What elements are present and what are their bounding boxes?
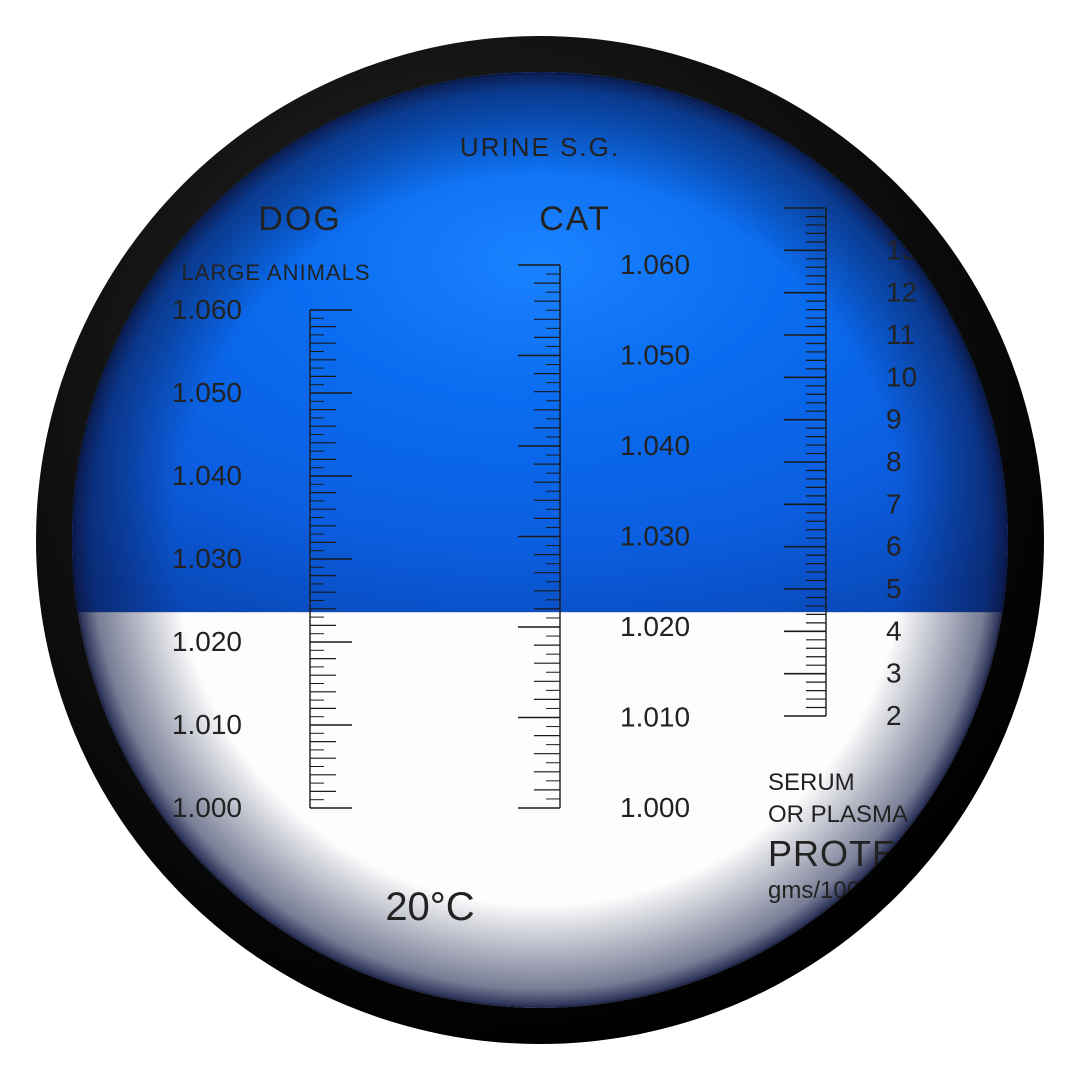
label-serum: SERUM	[768, 769, 855, 796]
label-large-animals: LARGE ANIMALS	[181, 260, 370, 285]
scale-protein-label: 4	[886, 615, 902, 646]
scale-protein-label: 5	[886, 573, 902, 604]
scale-protein-label: 10	[886, 361, 917, 392]
scale-dog-label: 1.010	[172, 709, 242, 740]
scale-cat-label: 1.000	[620, 792, 690, 823]
scale-protein-label: 2	[886, 700, 902, 731]
scale-cat-label: 1.020	[620, 611, 690, 642]
label-cat: CAT	[539, 200, 610, 238]
scale-cat-label: 1.040	[620, 430, 690, 461]
scale-dog-label: 1.050	[172, 377, 242, 408]
label-temperature: 20°C	[385, 885, 474, 929]
refractometer-view: URINE S.G. DOG CAT LARGE ANIMALS 20°C SERUM OR…	[0, 0, 1080, 1080]
label-or-plasma: OR PLASMA	[768, 801, 908, 828]
scale-protein-label: 12	[886, 277, 917, 308]
scale-protein-label: 11	[886, 319, 915, 350]
scale-dog-label: 1.040	[172, 460, 242, 491]
lens-field: URINE S.G. DOG CAT LARGE ANIMALS 20°C SERUM OR…	[72, 72, 1008, 1008]
scale-dog-label: 1.030	[172, 543, 242, 574]
scale-cat-label: 1.050	[620, 340, 690, 371]
refractometer-svg: URINE S.G. DOG CAT LARGE ANIMALS 20°C SERUM OR…	[0, 0, 1080, 1080]
scale-dog-label: 1.020	[172, 626, 242, 657]
label-urine-sg: URINE S.G.	[460, 132, 620, 162]
scale-cat-label: 1.060	[620, 249, 690, 280]
scale-cat-label: 1.030	[620, 521, 690, 552]
scale-cat-label: 1.010	[620, 702, 690, 733]
scale-dog-label: 1.060	[172, 294, 242, 325]
scale-protein-label: 6	[886, 531, 902, 562]
scale-protein-label: 7	[886, 488, 902, 519]
scale-dog-label: 1.000	[172, 792, 242, 823]
scale-protein-label: 9	[886, 404, 902, 435]
scale-protein-label: 8	[886, 446, 902, 477]
label-dog: DOG	[258, 200, 341, 238]
scale-protein-label: 3	[886, 658, 902, 689]
